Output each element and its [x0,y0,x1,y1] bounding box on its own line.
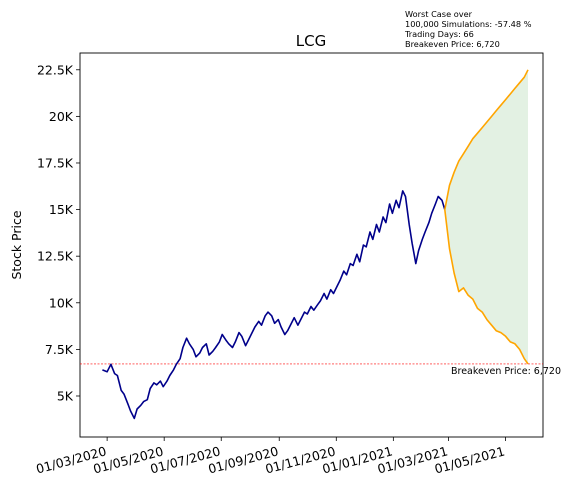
historical-price-line [102,190,446,420]
breakeven-label: Breakeven Price: 6,720 [451,366,561,377]
y-tick-label: 15K [49,202,74,217]
y-tick-label: 12.5K [37,249,74,264]
y-axis-label: Stock Price [9,210,24,279]
annotation-line: Breakeven Price: 6,720 [405,39,500,49]
y-tick-label: 5K [57,388,74,403]
annotation-line: Trading Days: 66 [404,29,474,39]
y-tick-label: 20K [49,109,74,124]
y-tick-label: 17.5K [37,155,74,170]
y-axis: 5K 7.5K 10K 12.5K 15K 17.5K 20K 22.5K [37,62,80,403]
breakeven-group: Breakeven Price: 6,720 [80,363,561,377]
projection-worst-case-line [444,209,529,365]
y-tick-label: 22.5K [37,62,74,77]
chart-title: LCG [296,32,326,50]
plot-area-frame [79,52,544,438]
annotation-line: Worst Case over [405,9,473,19]
y-tick-label: 10K [49,295,74,310]
y-tick-label: 7.5K [45,342,74,357]
projection-best-case-line [444,69,529,210]
annotation-line: 100,000 Simulations: -57.48 % [405,19,532,29]
x-axis: 01/03/202001/05/202001/07/202001/09/2020… [34,437,506,477]
